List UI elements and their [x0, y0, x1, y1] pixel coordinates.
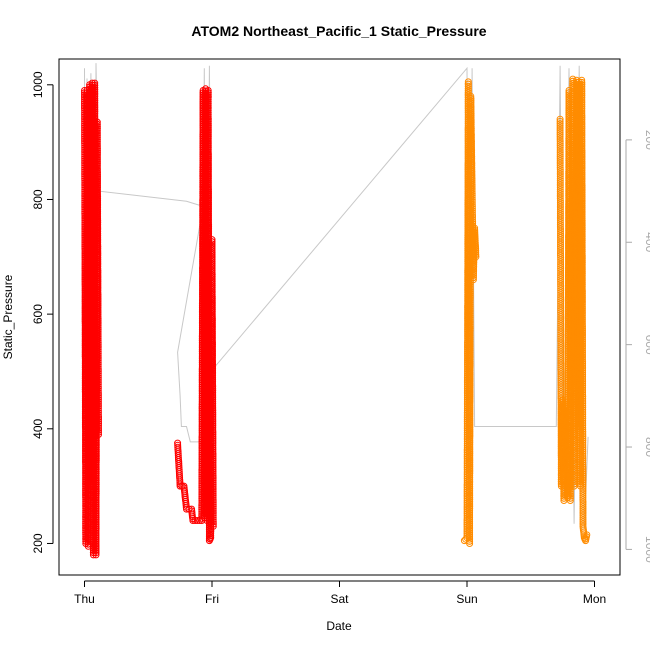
- data-point: [91, 79, 99, 87]
- data-point: [91, 92, 99, 100]
- data-point: [91, 105, 99, 113]
- data-point: [91, 84, 99, 91]
- data-point: [91, 94, 99, 102]
- data-point: [91, 97, 99, 105]
- data-point: [91, 103, 99, 111]
- depth-layer: [84, 63, 589, 540]
- data-point: [91, 99, 99, 107]
- data-point: [91, 101, 99, 109]
- data-point: [91, 112, 99, 120]
- chart-title: ATOM2 Northeast_Pacific_1 Static_Pressur…: [191, 23, 486, 39]
- plot-frame: [58, 58, 621, 576]
- depth-trace-line: [84, 63, 589, 540]
- x-axis-label: Date: [326, 619, 352, 633]
- data-point: [91, 110, 99, 118]
- data-point: [91, 81, 99, 89]
- data-point: [91, 108, 99, 116]
- y-axis-label: Static_Pressure: [1, 274, 15, 359]
- points-layer: [81, 75, 591, 559]
